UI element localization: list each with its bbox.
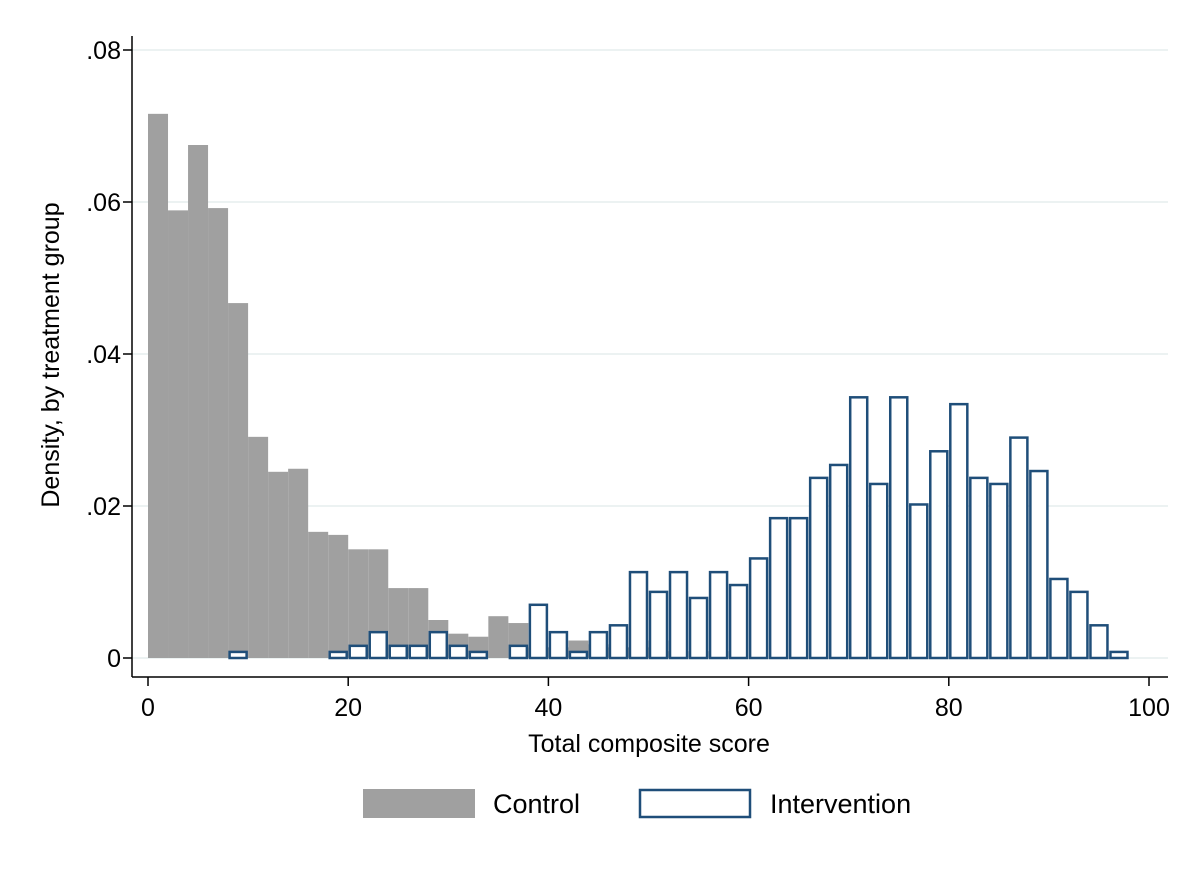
y-tick-label: 0 — [107, 645, 121, 673]
legend-control-label: Control — [493, 789, 580, 819]
intervention-bar — [748, 557, 769, 660]
x-tick-label: 100 — [1128, 694, 1170, 722]
intervention-bar — [828, 463, 849, 660]
y-tick-label: .04 — [86, 341, 121, 369]
intervention-bar — [568, 650, 589, 660]
intervention-bar — [328, 650, 348, 660]
x-tick-label: 0 — [141, 694, 155, 722]
control-bar — [268, 471, 289, 658]
intervention-bar — [788, 516, 809, 660]
intervention-bar — [1049, 577, 1069, 660]
intervention-bar — [929, 450, 949, 660]
legend-control-swatch — [363, 789, 475, 818]
intervention-bar — [448, 644, 469, 660]
intervention-bar — [989, 482, 1009, 660]
x-tick-label: 80 — [935, 694, 963, 722]
intervention-bar — [628, 570, 649, 660]
intervention-bar — [708, 570, 729, 660]
intervention-bar — [508, 644, 529, 660]
control-bar — [208, 208, 229, 658]
control-bars — [148, 113, 729, 659]
control-bar — [348, 549, 369, 658]
control-bar — [248, 436, 269, 658]
intervention-bar — [1089, 624, 1109, 660]
intervention-bar — [969, 476, 989, 660]
control-bar — [368, 549, 389, 658]
control-bar — [328, 534, 349, 658]
x-tick-label: 60 — [735, 694, 763, 722]
control-bar — [408, 588, 429, 658]
x-axis-title: Total composite score — [528, 730, 770, 758]
intervention-bar — [1029, 469, 1049, 660]
control-bar — [168, 210, 189, 659]
intervention-bars — [228, 396, 1129, 660]
control-bar — [288, 468, 309, 658]
legend-intervention-swatch — [638, 788, 752, 819]
intervention-bar — [808, 476, 829, 660]
intervention-bar — [728, 583, 749, 660]
intervention-bar — [1009, 436, 1029, 660]
intervention-bar — [428, 630, 449, 660]
intervention-bar — [1109, 650, 1129, 660]
intervention-bar — [888, 396, 909, 660]
y-tick-label: .02 — [86, 493, 121, 521]
intervention-bar — [768, 516, 789, 660]
control-bar — [188, 145, 209, 658]
control-bar — [228, 303, 249, 658]
intervention-bar — [648, 590, 669, 660]
legend-intervention-label: Intervention — [770, 789, 911, 819]
axes: 0 .02 .04 .06 .08 0 20 40 60 80 100 — [86, 36, 1170, 722]
intervention-bar — [228, 650, 248, 660]
intervention-bar — [548, 630, 569, 660]
intervention-bar — [1069, 590, 1089, 660]
control-bar — [488, 616, 509, 658]
x-tick-label: 20 — [334, 694, 362, 722]
intervention-bar — [909, 503, 929, 660]
intervention-bar — [848, 396, 869, 660]
x-tick-label: 40 — [534, 694, 562, 722]
legend: Control Intervention — [363, 788, 911, 819]
control-bar — [308, 531, 329, 658]
intervention-bar — [468, 650, 489, 660]
intervention-bar — [949, 402, 969, 660]
intervention-bar — [668, 570, 689, 660]
intervention-bar — [368, 630, 388, 660]
control-bar — [148, 113, 169, 659]
intervention-bar — [688, 596, 709, 660]
intervention-bar — [348, 644, 368, 660]
y-tick-label: .06 — [86, 189, 121, 217]
intervention-bar — [588, 630, 609, 660]
intervention-bar — [608, 624, 629, 660]
y-tick-label: .08 — [86, 37, 121, 65]
intervention-bar — [868, 482, 889, 660]
control-bar — [388, 588, 409, 658]
intervention-bar — [408, 644, 429, 660]
intervention-bar — [388, 644, 409, 660]
y-axis-title: Density, by treatment group — [37, 202, 65, 507]
intervention-bar — [528, 603, 549, 660]
